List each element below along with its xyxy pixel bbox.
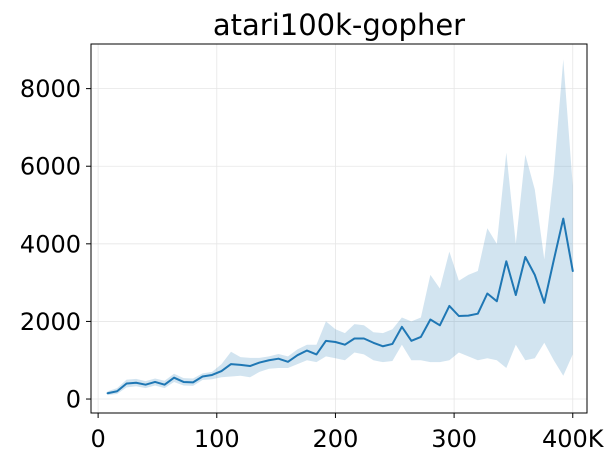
x-tick-label: 200 bbox=[313, 425, 359, 453]
y-tick-label: 6000 bbox=[20, 153, 81, 181]
mean-line bbox=[106, 217, 574, 395]
data-series bbox=[106, 59, 574, 396]
y-tick-label: 0 bbox=[66, 386, 81, 414]
grid-lines bbox=[91, 44, 587, 413]
plot-area-frame bbox=[90, 43, 588, 414]
confidence-band bbox=[107, 59, 573, 396]
axis-ticks: 0 100 200 300 400K 0 2000 4000 6000 8000 bbox=[20, 75, 605, 453]
x-tick-label: 300 bbox=[431, 425, 477, 453]
x-tick-label: 400K bbox=[542, 425, 605, 453]
y-tick-label: 2000 bbox=[20, 308, 81, 336]
y-tick-label: 4000 bbox=[20, 230, 81, 258]
x-tick-label: 0 bbox=[90, 425, 105, 453]
x-tick-label: 100 bbox=[194, 425, 240, 453]
y-tick-label: 8000 bbox=[20, 75, 81, 103]
chart-title: atari100k-gopher bbox=[213, 8, 465, 42]
